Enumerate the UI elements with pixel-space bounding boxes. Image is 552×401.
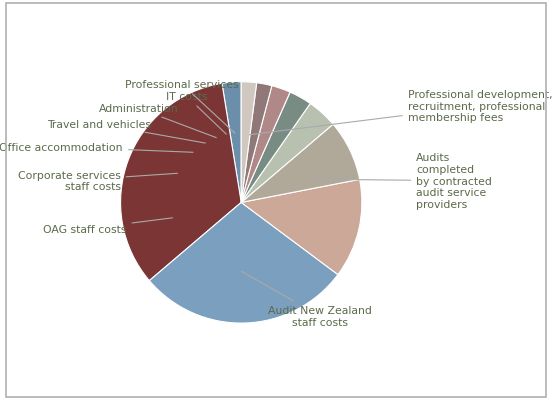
Text: IT costs: IT costs	[166, 92, 226, 135]
Text: Administration: Administration	[99, 104, 216, 138]
Text: Audits
completed
by contracted
audit service
providers: Audits completed by contracted audit ser…	[307, 153, 492, 209]
Wedge shape	[241, 83, 257, 203]
Wedge shape	[241, 93, 310, 203]
Wedge shape	[150, 203, 338, 323]
Wedge shape	[241, 125, 360, 203]
Wedge shape	[241, 83, 272, 203]
Text: Travel and vehicles: Travel and vehicles	[47, 119, 205, 144]
Wedge shape	[222, 83, 241, 203]
Wedge shape	[241, 104, 333, 203]
Text: Professional development,
recruitment, professional
membership fees: Professional development, recruitment, p…	[250, 90, 552, 136]
Text: Professional services: Professional services	[125, 80, 239, 134]
Text: Audit New Zealand
staff costs: Audit New Zealand staff costs	[241, 271, 371, 327]
Text: OAG staff costs: OAG staff costs	[43, 218, 173, 234]
Text: Corporate services
staff costs: Corporate services staff costs	[18, 170, 178, 192]
Wedge shape	[120, 84, 241, 281]
Wedge shape	[241, 180, 362, 275]
Wedge shape	[241, 87, 290, 203]
Text: Office accommodation: Office accommodation	[0, 143, 193, 153]
